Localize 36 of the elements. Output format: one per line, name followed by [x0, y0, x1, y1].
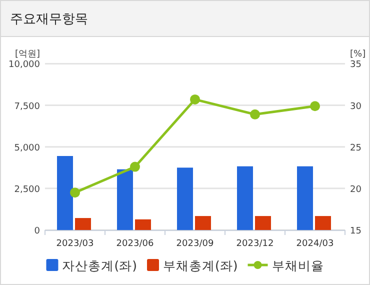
- point: [70, 188, 80, 198]
- y2-tick-label: 35: [350, 60, 362, 70]
- point: [250, 109, 260, 120]
- y-tick-label: 5,000: [14, 143, 40, 154]
- y2-tick-label: 30: [350, 102, 362, 112]
- legend-label: 부채비율: [272, 258, 324, 273]
- bar: [75, 218, 91, 230]
- y2-tick-label: 15: [350, 226, 362, 236]
- bar: [195, 216, 211, 230]
- x-tick-label: 2023/12: [236, 239, 274, 249]
- bar: [315, 216, 331, 230]
- bar: [135, 219, 151, 230]
- bar: [117, 169, 133, 230]
- bar: [177, 168, 193, 230]
- bar: [297, 166, 313, 230]
- chart-title: 주요재무항목: [10, 12, 88, 27]
- y-tick-label: 0: [34, 226, 40, 236]
- y-axis-title: [억원]: [14, 50, 40, 60]
- x-tick-label: 2023/03: [56, 239, 94, 249]
- legend-label: 부채총계(좌): [163, 258, 238, 273]
- y-tick-label: 10,000: [8, 60, 40, 70]
- x-tick-label: 2024/03: [296, 239, 334, 249]
- point: [130, 162, 140, 172]
- y-tick-label: 2,500: [14, 184, 40, 195]
- bar: [57, 156, 73, 230]
- x-tick-label: 2023/09: [176, 239, 214, 249]
- y2-axis-title: [%]: [350, 50, 366, 60]
- x-tick-label: 2023/06: [116, 239, 154, 249]
- y2-tick-label: 25: [350, 143, 362, 154]
- legend-label: 자산총계(좌): [62, 258, 137, 273]
- point: [190, 94, 200, 104]
- y2-tick-label: 20: [350, 184, 362, 195]
- bar: [237, 166, 253, 230]
- bar: [255, 216, 271, 230]
- y-tick-label: 7,500: [14, 102, 40, 112]
- point: [310, 101, 320, 112]
